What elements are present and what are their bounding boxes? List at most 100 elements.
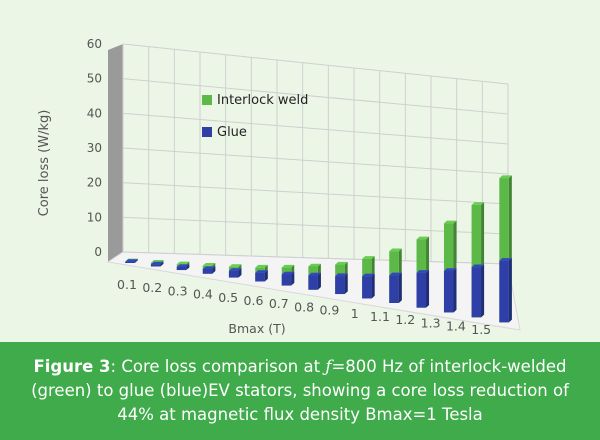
bar-interlock-weld-top (471, 202, 485, 205)
side-wall (108, 44, 123, 262)
bar-interlock-weld (443, 223, 454, 313)
bar-glue-top (125, 259, 138, 262)
bar-interlock-weld-top (255, 264, 268, 268)
figure-caption: Figure 3: Core loss comparison at ƒ=800 … (0, 342, 600, 440)
bar-glue-side (453, 268, 457, 313)
bar-glue-top (389, 272, 402, 276)
bar-interlock-weld-top (416, 236, 430, 240)
gridline-h (122, 43, 509, 85)
x-tick-label: 1.2 (395, 312, 415, 327)
y-axis-title: Core loss (W/kg) (37, 110, 52, 217)
bar-glue (202, 269, 213, 274)
bar-glue-side (186, 264, 190, 271)
bar-glue-side (398, 272, 402, 303)
x-tick-label: 1.4 (446, 319, 466, 334)
bar-glue (308, 275, 318, 290)
bar-glue-top (362, 273, 375, 277)
x-tick-label: 0.5 (218, 290, 238, 305)
bar-glue-side (238, 268, 242, 278)
bar-glue-side (371, 273, 375, 299)
bar-interlock-weld (471, 204, 482, 318)
bar-glue-top (150, 261, 164, 265)
bar-interlock-weld-top (499, 175, 512, 179)
gridline-h (122, 112, 509, 145)
bar-glue (255, 272, 265, 282)
bar-glue-side (291, 271, 295, 286)
legend-swatch (202, 127, 212, 137)
bar-glue (362, 276, 372, 299)
bar-glue-side (134, 259, 138, 263)
bar-interlock-weld-top (228, 264, 242, 267)
x-tick-label: 0.8 (294, 299, 314, 314)
x-tick-label: 1 (351, 306, 359, 321)
bar-glue-side (426, 270, 430, 308)
y-tick-label: 30 (87, 141, 102, 155)
bar-glue-top (471, 264, 485, 268)
bar-interlock-weld-top (443, 220, 457, 224)
bar-interlock-weld (499, 178, 509, 323)
y-tick-label: 40 (87, 106, 102, 120)
bar-glue (389, 275, 399, 303)
gridline-h (122, 78, 509, 115)
bar-glue (443, 270, 454, 313)
bar-glue (499, 260, 509, 323)
bar-glue (416, 272, 427, 308)
y-tick-label: 0 (94, 245, 102, 259)
bar-interlock-weld-top (335, 261, 348, 265)
x-tick-label: 0.2 (142, 280, 162, 295)
bar-glue (471, 267, 482, 318)
bar-interlock-weld-top (389, 248, 402, 252)
bar-glue-top (255, 270, 268, 273)
bar-glue-top (228, 268, 242, 271)
gridline-h (122, 251, 509, 265)
bar-glue-top (443, 268, 457, 271)
bar-glue-top (416, 270, 430, 273)
bar-interlock-weld-top (202, 262, 216, 266)
bar-glue (335, 276, 345, 295)
bar-glue (228, 270, 239, 278)
caption-label: Figure 3 (33, 357, 111, 376)
bar-glue-side (160, 261, 164, 267)
bar-glue-side (317, 272, 321, 290)
gridline-h (122, 147, 509, 175)
bar-glue-top (499, 258, 512, 261)
x-axis-title: Bmax (T) (228, 321, 285, 336)
bar-interlock-weld-top (281, 264, 295, 268)
bar-glue-side (212, 266, 216, 274)
x-tick-label: 0.1 (117, 277, 137, 292)
caption-text-before: : Core loss comparison at (110, 357, 326, 376)
bar-glue-top (202, 266, 216, 270)
bar-interlock-weld-top (176, 261, 190, 265)
bar-glue-side (264, 270, 268, 282)
caption-text-after: =800 Hz of interlock-welded (green) to g… (31, 357, 569, 424)
chart-area: 0 10 20 30 40 50 60 Core loss (W/kg) 0.1 0.2 0.3 0.… (0, 0, 600, 342)
bar-glue-top (281, 271, 295, 275)
core-loss-chart: 0 10 20 30 40 50 60 Core loss (W/kg) 0.1 0.2 0.3 0.… (37, 37, 521, 337)
caption-f-symbol: ƒ (325, 357, 332, 376)
bar-glue-side (508, 258, 512, 323)
x-tick-label: 0.4 (193, 287, 213, 302)
bar-glue (125, 261, 135, 263)
x-tick-label: 1.1 (370, 309, 390, 324)
bar-interlock-weld-top (308, 263, 321, 267)
bar-glue-side (344, 273, 348, 295)
x-tick-label: 0.3 (168, 283, 188, 298)
legend-swatch (202, 95, 212, 105)
x-tick-label: 0.6 (244, 293, 264, 308)
y-tick-label: 20 (87, 176, 102, 190)
bar-glue (281, 274, 292, 286)
x-tick-label: 0.7 (269, 296, 289, 311)
y-tick-label: 10 (87, 210, 102, 224)
gridline-h (122, 216, 509, 235)
bar-glue-side (481, 264, 485, 318)
x-tick-label: 1.5 (471, 322, 491, 337)
bar-glue-top (335, 273, 348, 277)
y-tick-label: 50 (87, 72, 102, 86)
legend-label: Glue (217, 125, 247, 140)
bar-glue (150, 264, 161, 267)
gridline-h (122, 182, 509, 205)
x-tick-label: 0.9 (319, 303, 339, 318)
legend-label: Interlock weld (217, 93, 308, 108)
y-tick-label: 60 (87, 37, 102, 51)
